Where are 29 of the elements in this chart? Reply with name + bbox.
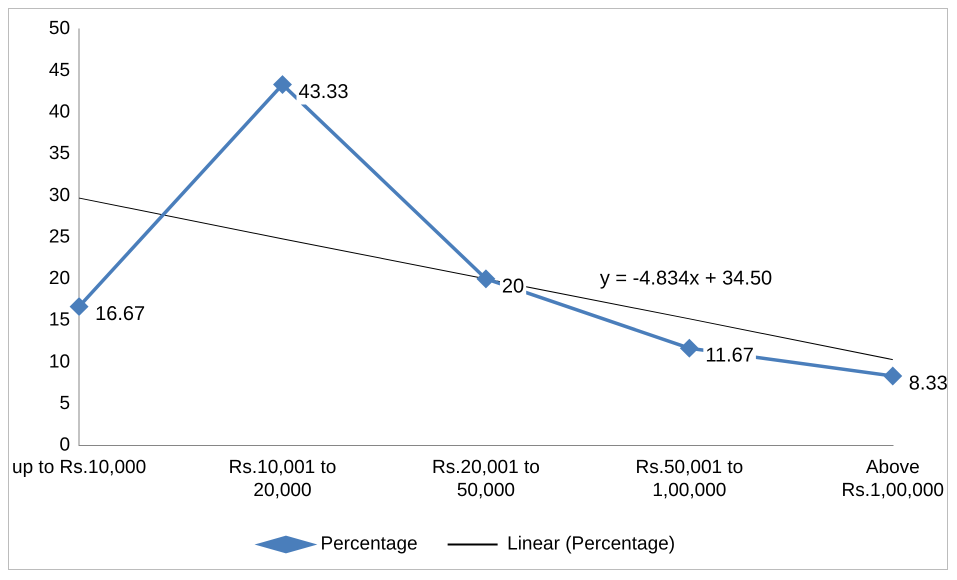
point (274, 76, 292, 94)
point (680, 339, 698, 357)
legend-label: Linear (Percentage) (507, 534, 676, 555)
point (477, 270, 495, 288)
data-label: 8.33 (908, 372, 948, 395)
y-tick-label: 10 (48, 351, 70, 372)
point (70, 298, 88, 316)
data-label: 43.33 (298, 81, 349, 104)
x-tick-label: Rs.10,001 to 20,000 (228, 457, 336, 501)
data-label: 20 (502, 275, 524, 298)
y-tick-label: 15 (48, 310, 70, 331)
y-tick-label: 50 (48, 18, 70, 40)
x-tick-label: Rs.20,001 to 50,000 (432, 457, 540, 501)
legend-label: Percentage (320, 534, 418, 555)
point (884, 367, 902, 385)
x-tick-label: Above Rs.1,00,000 (842, 457, 944, 501)
data-label: 16.67 (95, 303, 146, 326)
y-tick-label: 0 (59, 434, 70, 456)
annotation: y = -4.834x + 34.50 (600, 267, 772, 290)
y-tick-label: 40 (48, 102, 70, 123)
x-tick-label: Rs.50,001 to 1,00,000 (635, 457, 744, 501)
y-tick-label: 30 (48, 184, 70, 206)
y-tick-label: 5 (59, 392, 70, 414)
y-tick-label: 25 (48, 226, 70, 248)
y-tick-label: 45 (48, 60, 70, 81)
y-tick-label: 20 (48, 268, 70, 290)
data-label: 11.67 (705, 344, 754, 367)
y-tick-label: 35 (48, 143, 70, 164)
x-tick-label: up to Rs.10,000 (12, 457, 146, 478)
